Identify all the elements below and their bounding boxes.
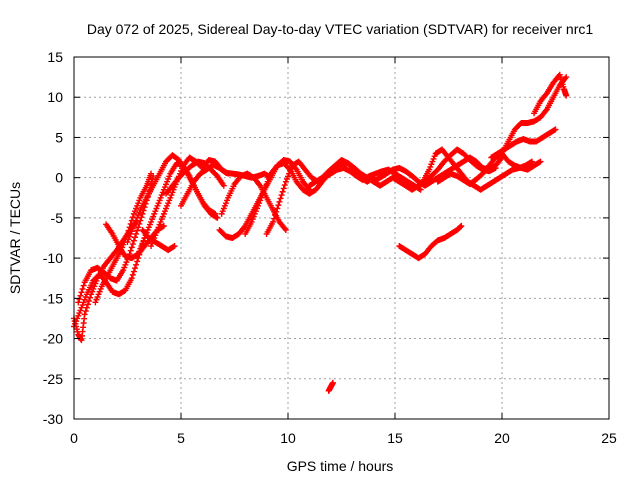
y-tick-label: 0 — [55, 170, 63, 186]
data-point — [275, 202, 282, 209]
y-tick-label: -10 — [43, 250, 63, 266]
x-tick-label: 5 — [177, 430, 185, 446]
data-point — [134, 258, 141, 265]
data-point — [127, 247, 134, 254]
data-point — [85, 298, 92, 305]
chart-title: Day 072 of 2025, Sidereal Day-to-day VTE… — [87, 21, 593, 37]
data-point — [492, 165, 499, 172]
data-point — [563, 74, 570, 81]
data-point — [84, 301, 91, 308]
y-tick-label: -15 — [43, 290, 63, 306]
data-point — [148, 170, 155, 177]
data-point — [133, 230, 140, 237]
y-axis-label: SDTVAR / TECUs — [7, 182, 23, 294]
data-point — [214, 214, 221, 221]
data-point — [276, 198, 283, 205]
data-point — [280, 185, 287, 192]
y-tick-label: -5 — [51, 210, 64, 226]
y-tick-label: -20 — [43, 331, 63, 347]
x-tick-label: 20 — [494, 430, 510, 446]
data-point — [81, 311, 88, 318]
data-point — [220, 182, 227, 189]
series-track-22 — [531, 71, 570, 117]
data-point — [273, 208, 280, 215]
data-point — [537, 158, 544, 165]
axis-ticks: 0 5 10 15 20 25 15 10 5 0 -5 -10 -15 -20 -25 -30 — [43, 49, 617, 446]
data-point — [458, 222, 465, 229]
data-point — [281, 182, 288, 189]
data-point — [528, 158, 535, 165]
data-point — [78, 289, 85, 296]
data-point — [329, 379, 336, 386]
y-tick-label: -25 — [43, 371, 63, 387]
data-point — [277, 195, 284, 202]
data-point — [135, 224, 142, 231]
data-point — [271, 215, 278, 222]
x-tick-label: 0 — [70, 430, 78, 446]
data-point — [133, 261, 140, 268]
data-point — [272, 212, 279, 219]
data-point — [270, 218, 277, 225]
y-tick-label: 10 — [47, 89, 63, 105]
data-point — [75, 299, 82, 306]
data-point — [160, 222, 167, 229]
series-track-21 — [499, 74, 570, 157]
data-point — [212, 210, 219, 217]
series-track-4 — [92, 170, 155, 306]
y-tick-label: 5 — [55, 129, 63, 145]
data-marks — [71, 71, 570, 394]
data-point — [130, 268, 137, 275]
series-track-12 — [218, 170, 289, 233]
data-point — [274, 205, 281, 212]
y-tick-label: 15 — [47, 49, 63, 65]
data-point — [126, 224, 133, 231]
x-tick-label: 25 — [601, 430, 617, 446]
data-point — [129, 241, 136, 248]
data-point — [278, 192, 285, 199]
plot-frame — [73, 56, 610, 420]
data-point — [129, 271, 136, 278]
data-point — [563, 92, 570, 99]
series-track-23 — [396, 222, 465, 262]
y-tick-label: -30 — [43, 411, 63, 427]
data-point — [83, 304, 90, 311]
data-point — [552, 126, 559, 133]
data-point — [79, 285, 86, 292]
series-track-24 — [325, 379, 336, 394]
data-point — [134, 227, 141, 234]
data-point — [80, 282, 87, 289]
data-point — [82, 308, 89, 315]
data-point — [171, 243, 178, 250]
data-point — [128, 275, 135, 282]
data-point — [128, 244, 135, 251]
data-point — [76, 296, 83, 303]
data-point — [130, 237, 137, 244]
data-point — [282, 226, 289, 233]
data-point — [77, 292, 84, 299]
data-point — [139, 210, 146, 217]
data-point — [131, 265, 138, 272]
data-point — [279, 188, 286, 195]
data-point — [417, 186, 424, 193]
data-point — [131, 234, 138, 241]
x-tick-label: 15 — [387, 430, 403, 446]
x-axis-label: GPS time / hours — [287, 458, 394, 474]
x-tick-label: 10 — [280, 430, 296, 446]
